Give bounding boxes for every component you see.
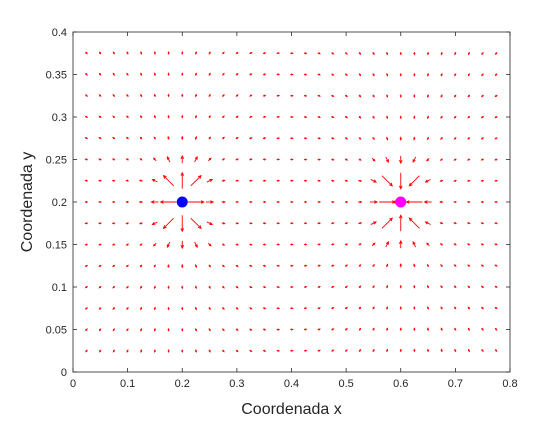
y-tick-label: 0.2 — [52, 197, 67, 209]
field-arrow — [236, 307, 238, 309]
field-arrow — [496, 52, 498, 54]
y-tick-label: 0.05 — [46, 325, 67, 337]
x-axis-title: Coordenada x — [241, 401, 342, 418]
y-tick-label: 0.25 — [46, 155, 67, 167]
field-arrow — [482, 329, 484, 331]
field-arrow — [140, 265, 142, 267]
field-arrow — [100, 74, 102, 76]
field-arrow — [495, 329, 497, 331]
field-arrow — [86, 95, 88, 97]
x-tick-label: 0.1 — [120, 378, 135, 390]
field-arrow — [86, 74, 88, 76]
x-tick-label: 0 — [70, 378, 76, 390]
field-arrow — [345, 307, 347, 309]
x-tick-label: 0.2 — [175, 378, 190, 390]
field-arrow — [113, 95, 115, 97]
field-arrow — [495, 74, 497, 76]
field-arrow — [345, 52, 347, 54]
field-arrow — [236, 329, 238, 331]
field-arrow — [99, 307, 101, 309]
field-arrow — [222, 286, 224, 288]
field-arrow — [359, 74, 361, 76]
field-arrow — [345, 329, 347, 331]
field-arrow — [359, 329, 361, 331]
field-arrow — [482, 74, 484, 76]
y-tick-label: 0 — [61, 367, 67, 379]
y-tick-label: 0.4 — [52, 27, 67, 39]
field-arrow — [441, 265, 443, 267]
charge-point — [177, 197, 188, 208]
field-arrow — [345, 350, 347, 352]
field-arrow — [127, 265, 129, 267]
field-arrow — [359, 137, 361, 139]
field-arrow — [468, 116, 470, 118]
field-arrow — [113, 116, 115, 118]
field-arrow — [86, 329, 88, 331]
x-tick-label: 0.5 — [338, 378, 353, 390]
field-arrow — [222, 265, 224, 267]
field-arrow — [127, 116, 129, 118]
y-axis-title: Coordenada y — [19, 152, 36, 253]
field-arrow — [359, 95, 361, 97]
field-arrow — [454, 137, 456, 139]
field-arrow — [345, 95, 347, 97]
field-arrow — [468, 95, 470, 97]
field-arrow — [236, 74, 238, 76]
field-arrow — [222, 137, 224, 139]
field-arrow — [359, 307, 361, 309]
field-arrow — [236, 95, 238, 97]
x-tick-label: 0.8 — [502, 378, 517, 390]
field-arrow — [455, 286, 457, 288]
field-arrow — [113, 307, 115, 309]
field-arrow — [455, 116, 457, 118]
field-arrow — [222, 329, 224, 331]
field-arrow — [86, 350, 88, 352]
field-arrow — [441, 137, 443, 139]
field-arrow — [127, 137, 129, 139]
field-arrow — [468, 286, 470, 288]
field-arrow — [454, 265, 456, 267]
x-tick-label: 0.4 — [284, 378, 299, 390]
y-tick-label: 0.1 — [52, 282, 67, 294]
field-arrow — [359, 265, 361, 267]
field-arrow — [236, 350, 238, 352]
field-arrow — [100, 329, 102, 331]
field-arrow — [86, 307, 88, 309]
field-arrow — [495, 307, 497, 309]
field-arrow — [222, 116, 224, 118]
field-arrow — [113, 286, 115, 288]
field-arrow — [468, 307, 470, 309]
x-tick-label: 0.7 — [448, 378, 463, 390]
field-arrow — [495, 95, 497, 97]
field-arrow — [140, 137, 142, 139]
field-arrow — [127, 286, 129, 288]
field-arrow — [496, 350, 498, 352]
field-arrow — [222, 74, 224, 76]
field-arrow — [236, 52, 238, 54]
field-arrow — [222, 95, 224, 97]
charge-point — [395, 197, 406, 208]
y-tick-label: 0.3 — [52, 112, 67, 124]
y-tick-label: 0.15 — [46, 240, 67, 252]
field-arrow — [359, 286, 361, 288]
x-tick-label: 0.3 — [229, 378, 244, 390]
field-arrow — [359, 116, 361, 118]
y-tick-label: 0.35 — [46, 70, 67, 82]
x-tick-label: 0.6 — [393, 378, 408, 390]
field-arrow — [86, 52, 88, 54]
field-arrow — [482, 95, 484, 97]
field-arrow — [99, 95, 101, 97]
field-arrow — [222, 307, 224, 309]
field-arrow — [482, 307, 484, 309]
field-arrow — [345, 74, 347, 76]
